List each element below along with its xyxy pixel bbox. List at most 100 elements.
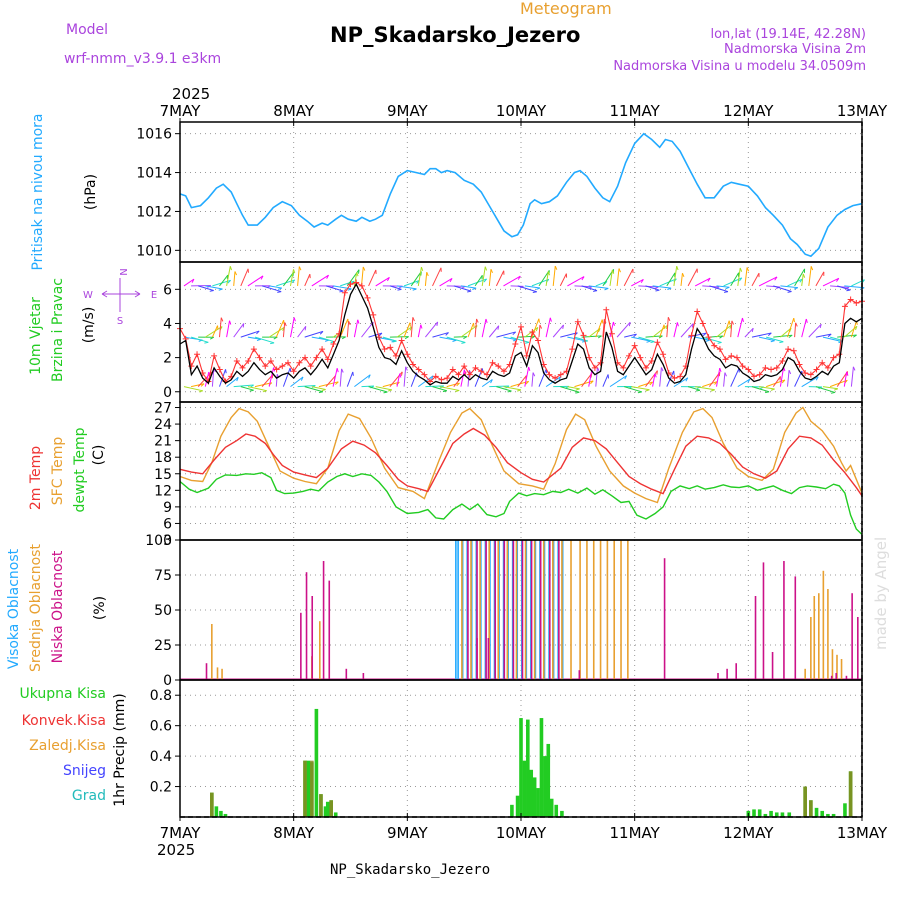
wind-arrow — [723, 320, 730, 338]
wind-arrow-head — [525, 341, 530, 344]
wind-arrow-head — [260, 275, 264, 280]
wind-arrow — [439, 386, 460, 391]
wind-arrow-head — [463, 336, 468, 340]
y-tick-label: 0.4 — [150, 749, 172, 765]
wind-arrow — [709, 335, 723, 338]
wind-arrow — [460, 325, 478, 338]
wind-arrow — [488, 269, 492, 286]
wind-gust-marker — [660, 351, 667, 358]
wind-arrow — [638, 336, 655, 343]
wind-arrow — [609, 375, 627, 388]
wind-arrow-head — [691, 323, 694, 328]
wind-gust-marker — [711, 342, 718, 349]
wind-arrow — [190, 383, 205, 388]
wind-arrow — [574, 336, 589, 342]
wind-arrow — [439, 278, 453, 287]
wind-gust-marker — [472, 364, 479, 371]
wind-gust-marker — [699, 320, 706, 327]
wind-arrow — [524, 366, 530, 387]
wind-gust-marker — [319, 346, 326, 353]
wind-gust-marker — [432, 373, 439, 380]
model-altitude-text: Nadmorska Visina u modelu 34.0509m — [613, 59, 866, 74]
precip-total-bar — [814, 807, 819, 817]
wind-arrow-head — [728, 320, 731, 325]
wind-arrow — [346, 321, 350, 338]
wind-gust-marker — [546, 371, 553, 378]
wind-gust-marker — [341, 289, 348, 296]
wind-gust-marker — [586, 354, 593, 361]
wind-arrow-head — [575, 388, 580, 391]
compass-e: E — [151, 290, 157, 301]
wind-arrow-head — [815, 376, 819, 381]
wind-gust-marker — [239, 364, 246, 371]
temp-ylabel-2m: 2m Temp — [28, 446, 44, 510]
wind-arrow — [361, 385, 374, 388]
wind-arrow-head — [412, 317, 415, 322]
wind-arrow-head — [318, 391, 323, 394]
wind-gust-marker — [250, 346, 257, 353]
wind-arrow — [496, 331, 516, 338]
wind-gust-marker — [466, 371, 473, 378]
wind-arrow-head — [725, 286, 730, 290]
wind-arrow-head — [827, 333, 832, 338]
precip-total-bar — [522, 760, 527, 817]
y-tick-label: 6 — [163, 516, 172, 532]
wind-gust-marker — [631, 342, 638, 349]
wind-arrow — [538, 369, 547, 387]
day-label-top: 9MAY — [387, 102, 429, 120]
wind-arrow — [368, 269, 377, 287]
wind-arrow-head — [397, 288, 402, 291]
wind-arrow-head — [810, 266, 814, 271]
y-tick-label: 0 — [163, 673, 172, 689]
wind-arrow-head — [368, 374, 371, 379]
wind-ylabel-1: 10m Vjetar — [28, 297, 44, 375]
label-layer: N S W E Pritisak na nivou mora (hPa) 10m Vjeta… — [6, 113, 157, 806]
wind-gust-marker — [404, 351, 411, 358]
day-label-top: 11MAY — [610, 102, 661, 120]
wind-arrow — [687, 386, 701, 391]
wind-arrow — [759, 386, 775, 390]
wind-arrow-head — [853, 334, 857, 338]
wind-arrow-head — [741, 317, 744, 323]
wind-arrow — [275, 319, 285, 338]
wind-gust-marker — [733, 354, 740, 361]
wind-arrow — [247, 336, 261, 340]
wind-arrow-head — [483, 278, 488, 283]
precip-legend-0: Ukupna Kisa — [19, 686, 106, 702]
y-tick-label: 1010 — [136, 243, 172, 259]
wind-gust-marker — [245, 358, 252, 365]
wind-arrow — [538, 324, 541, 338]
wind-gust-marker — [267, 358, 274, 365]
wind-arrow — [524, 285, 541, 289]
wind-arrow-head — [660, 367, 664, 372]
y-tick-label: 21 — [154, 434, 172, 450]
wind-arrow-head — [611, 269, 615, 274]
day-label-top: 13MAY — [837, 102, 888, 120]
precip-legend-4: Grad — [72, 788, 106, 804]
wind-gust-marker — [256, 354, 263, 361]
wind-gust-marker — [381, 346, 388, 353]
wind-arrow-head — [461, 342, 466, 344]
wind-gust-marker — [728, 352, 735, 359]
day-label-bottom: 10MAY — [496, 824, 547, 842]
wind-gust-marker — [535, 337, 542, 344]
wind-arrow-head — [667, 317, 671, 322]
wind-arrow-head — [277, 291, 282, 293]
compass-n: N — [117, 268, 128, 275]
wind-gust-marker — [370, 311, 377, 318]
wind-arrow — [716, 367, 721, 387]
wind-arrow — [282, 367, 291, 387]
wind-arrow-head — [284, 322, 287, 327]
wind-arrow — [304, 273, 311, 287]
pressure-unit: (hPa) — [83, 174, 99, 210]
precip-total-bar — [843, 803, 847, 817]
wind-arrow — [354, 374, 371, 388]
wind-arrow-head — [663, 324, 666, 329]
wind-arrow — [702, 381, 718, 388]
y-tick-label: 0.6 — [150, 719, 172, 735]
wind-arrow — [624, 333, 637, 338]
wind-gust-marker — [211, 352, 218, 359]
wind-arrow — [850, 320, 858, 338]
wind-arrow-head — [507, 390, 512, 393]
precip-total-bar — [546, 743, 551, 817]
